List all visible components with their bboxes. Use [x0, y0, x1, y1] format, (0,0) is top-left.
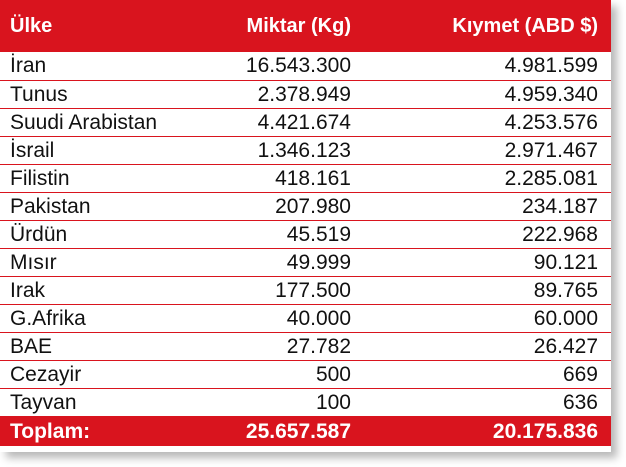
- country-cell: İran: [0, 52, 214, 81]
- total-quantity: 25.657.587: [245, 419, 351, 443]
- header-row: Ülke Miktar (Kg) Kıymet (ABD $): [0, 0, 611, 52]
- header-quantity: Miktar (Kg): [246, 14, 351, 37]
- total-label: Toplam:: [10, 419, 91, 443]
- quantity-cell: 2.378.949: [214, 80, 364, 109]
- quantity-cell: 500: [214, 360, 364, 389]
- total-row: Toplam: 25.657.587 20.175.836: [0, 416, 611, 446]
- header-value: Kıymet (ABD $): [452, 14, 598, 37]
- value-cell: 2.971.467: [364, 136, 611, 165]
- country-cell: Suudi Arabistan: [0, 108, 214, 137]
- table-frame: Ülke Miktar (Kg) Kıymet (ABD $) İran 16.5…: [0, 0, 611, 446]
- country-cell: Filistin: [0, 164, 214, 193]
- table-row: Cezayir 500 669: [0, 360, 611, 389]
- country-cell: BAE: [0, 332, 214, 361]
- table-row: İran 16.543.300 4.981.599: [0, 52, 611, 81]
- country-cell: Mısır: [0, 248, 214, 277]
- value-cell: 4.981.599: [364, 52, 611, 81]
- table-row: Tayvan 100 636: [0, 388, 611, 417]
- country-cell: Ürdün: [0, 220, 214, 249]
- value-cell: 222.968: [364, 220, 611, 249]
- country-cell: İsrail: [0, 136, 214, 165]
- table-row: Tunus 2.378.949 4.959.340: [0, 80, 611, 109]
- table-row: Irak 177.500 89.765: [0, 276, 611, 305]
- table-row: Suudi Arabistan 4.421.674 4.253.576: [0, 108, 611, 137]
- quantity-cell: 49.999: [214, 248, 364, 277]
- quantity-cell: 1.346.123: [214, 136, 364, 165]
- value-cell: 636: [364, 388, 611, 417]
- country-cell: Cezayir: [0, 360, 214, 389]
- quantity-cell: 4.421.674: [214, 108, 364, 137]
- table-row: Filistin 418.161 2.285.081: [0, 164, 611, 193]
- value-cell: 2.285.081: [364, 164, 611, 193]
- quantity-cell: 418.161: [214, 164, 364, 193]
- header-country: Ülke: [10, 14, 53, 37]
- quantity-cell: 40.000: [214, 304, 364, 333]
- value-cell: 669: [364, 360, 611, 389]
- country-cell: Irak: [0, 276, 214, 305]
- country-cell: Tunus: [0, 80, 214, 109]
- table-row: BAE 27.782 26.427: [0, 332, 611, 361]
- value-cell: 60.000: [364, 304, 611, 333]
- quantity-cell: 177.500: [214, 276, 364, 305]
- table-body: İran 16.543.300 4.981.599 Tunus 2.378.949 4.9…: [0, 52, 611, 446]
- table-row: G.Afrika 40.000 60.000: [0, 304, 611, 333]
- table-row: Mısır 49.999 90.121: [0, 248, 611, 277]
- quantity-cell: 16.543.300: [214, 52, 364, 81]
- quantity-cell: 45.519: [214, 220, 364, 249]
- quantity-cell: 100: [214, 388, 364, 417]
- table-row: Ürdün 45.519 222.968: [0, 220, 611, 249]
- export-table: Ülke Miktar (Kg) Kıymet (ABD $) İran 16.5…: [0, 0, 611, 446]
- value-cell: 4.959.340: [364, 80, 611, 109]
- country-cell: Tayvan: [0, 388, 214, 417]
- quantity-cell: 27.782: [214, 332, 364, 361]
- value-cell: 26.427: [364, 332, 611, 361]
- total-value: 20.175.836: [492, 419, 598, 443]
- value-cell: 234.187: [364, 192, 611, 221]
- value-cell: 90.121: [364, 248, 611, 277]
- country-cell: Pakistan: [0, 192, 214, 221]
- quantity-cell: 207.980: [214, 192, 364, 221]
- table-row: Pakistan 207.980 234.187: [0, 192, 611, 221]
- value-cell: 4.253.576: [364, 108, 611, 137]
- country-cell: G.Afrika: [0, 304, 214, 333]
- table-row: İsrail 1.346.123 2.971.467: [0, 136, 611, 165]
- value-cell: 89.765: [364, 276, 611, 305]
